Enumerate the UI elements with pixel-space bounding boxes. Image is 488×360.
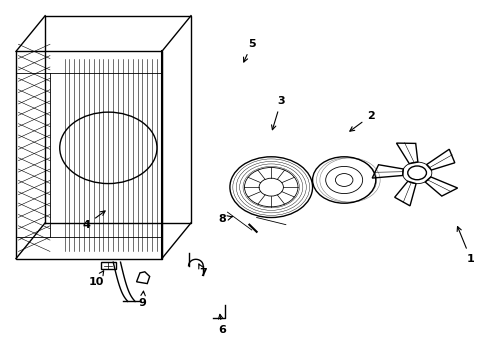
- Text: 1: 1: [456, 226, 473, 264]
- Text: 6: 6: [218, 314, 226, 335]
- Text: 3: 3: [271, 96, 284, 130]
- Text: 7: 7: [199, 264, 206, 278]
- Text: 4: 4: [82, 211, 105, 230]
- Text: 8: 8: [218, 214, 232, 224]
- Text: 5: 5: [243, 39, 255, 62]
- Text: 2: 2: [349, 111, 374, 131]
- Text: 9: 9: [138, 291, 146, 308]
- Text: 10: 10: [88, 271, 103, 287]
